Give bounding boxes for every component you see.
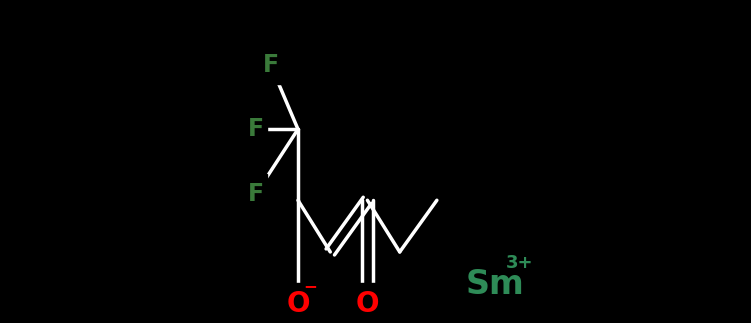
Text: Sm: Sm — [466, 268, 524, 301]
Bar — [259, 45, 282, 84]
Text: F: F — [248, 117, 264, 141]
Text: −: − — [303, 277, 317, 295]
Text: 3+: 3+ — [505, 254, 533, 272]
Text: O: O — [286, 290, 309, 318]
Bar — [245, 110, 267, 149]
Text: F: F — [262, 53, 279, 77]
Bar — [354, 283, 380, 323]
Text: O: O — [356, 290, 379, 318]
Bar — [474, 262, 516, 307]
Bar — [285, 283, 311, 323]
Text: F: F — [248, 182, 264, 206]
Bar — [245, 174, 267, 213]
